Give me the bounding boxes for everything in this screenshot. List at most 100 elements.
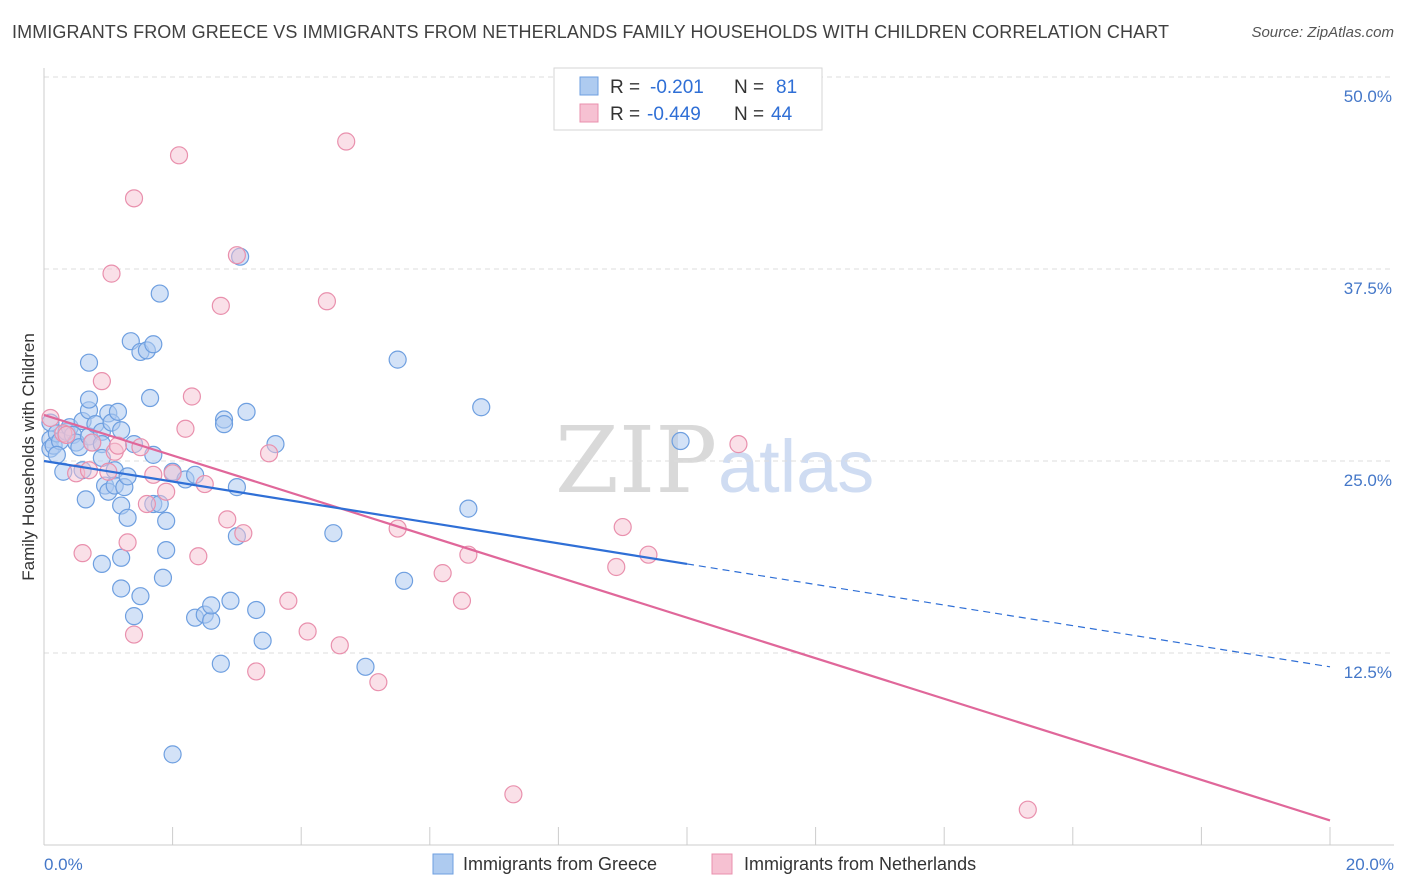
- legend-top-box: [553, 67, 823, 131]
- legend-netherlands-n-value: 44: [771, 104, 793, 125]
- y-tick-label: 37.5%: [1344, 279, 1392, 298]
- netherlands-point: [639, 545, 658, 564]
- series-netherlands-points: [41, 132, 1037, 819]
- legend-bottom-greece-swatch: [432, 853, 454, 875]
- netherlands-point: [330, 636, 349, 655]
- legend-greece-n-label: N =: [734, 77, 764, 98]
- greece-point: [131, 587, 150, 606]
- y-tick-label: 12.5%: [1344, 663, 1392, 682]
- legend-bottom-greece-label: Immigrants from Greece: [463, 854, 657, 874]
- greece-point: [671, 431, 690, 451]
- netherlands-point: [176, 419, 195, 438]
- netherlands-point: [189, 547, 208, 566]
- netherlands-point: [157, 482, 176, 501]
- legend-greece-r-value: -0.201: [650, 77, 704, 98]
- greece-point: [472, 398, 491, 417]
- greece-point: [153, 568, 173, 587]
- netherlands-point: [211, 296, 230, 315]
- netherlands-point: [92, 372, 111, 391]
- netherlands-point: [73, 544, 92, 563]
- x-max-label: 20.0%: [1346, 855, 1394, 874]
- netherlands-point: [195, 474, 214, 494]
- greece-point: [388, 350, 407, 369]
- netherlands-point: [607, 557, 626, 577]
- netherlands-point: [279, 591, 298, 610]
- x-axis-ticks: [172, 827, 1331, 845]
- netherlands-point: [163, 464, 182, 483]
- netherlands-point: [144, 465, 163, 484]
- netherlands-point: [182, 387, 201, 406]
- greece-point: [150, 284, 169, 303]
- watermark-zip: ZIP: [555, 407, 717, 514]
- legend-bottom-netherlands-label: Immigrants from Netherlands: [744, 854, 976, 874]
- greece-point: [247, 600, 266, 620]
- netherlands-point: [102, 264, 121, 283]
- greece-point: [356, 657, 375, 676]
- netherlands-point: [57, 425, 76, 444]
- greece-point: [92, 554, 111, 574]
- legend-netherlands-r-value: -0.449: [647, 104, 701, 125]
- netherlands-point: [452, 591, 472, 610]
- greece-point: [79, 353, 99, 372]
- greece-point: [140, 388, 160, 408]
- greece-trend-extension: [686, 563, 1331, 668]
- netherlands-point: [613, 517, 632, 537]
- netherlands-point: [124, 625, 144, 644]
- greece-point: [124, 607, 144, 626]
- netherlands-point: [137, 494, 156, 514]
- chart-title: IMMIGRANTS FROM GREECE VS IMMIGRANTS FRO…: [12, 22, 1170, 42]
- greece-point: [202, 596, 221, 615]
- greece-point: [253, 631, 272, 650]
- greece-point: [221, 591, 240, 610]
- greece-point: [47, 445, 66, 464]
- greece-point: [237, 402, 256, 421]
- netherlands-point: [259, 444, 279, 463]
- netherlands-point: [218, 510, 237, 529]
- greece-point: [144, 335, 163, 354]
- y-axis-title: Family Households with Children: [19, 333, 38, 581]
- legend-netherlands-r-label: R =: [610, 104, 640, 125]
- greece-point: [324, 524, 343, 543]
- legend-netherlands-swatch: [579, 103, 599, 123]
- legend-greece-swatch: [579, 76, 599, 96]
- greece-point: [163, 745, 182, 764]
- greece-point: [76, 490, 95, 509]
- legend-bottom: Immigrants from Greece Immigrants from N…: [432, 853, 976, 875]
- netherlands-point: [317, 292, 337, 311]
- netherlands-point: [118, 533, 137, 552]
- y-tick-label: 25.0%: [1344, 471, 1392, 490]
- greece-point: [108, 402, 128, 421]
- netherlands-point: [298, 622, 317, 641]
- netherlands-point: [369, 673, 388, 692]
- legend-netherlands-n-label: N =: [734, 104, 764, 125]
- netherlands-point: [169, 146, 189, 165]
- greece-point: [157, 540, 176, 560]
- greece-point: [112, 579, 131, 598]
- y-tick-label: 50.0%: [1344, 87, 1392, 106]
- netherlands-point: [234, 524, 253, 543]
- legend-greece-n-value: 81: [776, 77, 797, 98]
- netherlands-point: [504, 785, 523, 804]
- source-credit: Source: ZipAtlas.com: [1251, 24, 1394, 41]
- greece-point: [118, 508, 137, 527]
- greece-trend-line: [43, 459, 688, 565]
- netherlands-point: [729, 435, 748, 454]
- netherlands-point: [433, 564, 452, 583]
- greece-point: [394, 571, 414, 590]
- grid-lines: [44, 76, 1394, 654]
- y-tick-labels: 50.0% 37.5% 25.0% 12.5%: [1344, 87, 1392, 682]
- x-min-label: 0.0%: [44, 855, 83, 874]
- netherlands-trend-line: [43, 413, 1331, 822]
- legend-bottom-netherlands-swatch: [711, 853, 733, 875]
- greece-point: [214, 415, 234, 434]
- greece-point: [202, 611, 221, 630]
- greece-point: [459, 499, 478, 518]
- trend-lines: [43, 413, 1331, 822]
- greece-point: [79, 390, 99, 409]
- legend-greece-r-label: R =: [610, 77, 640, 98]
- greece-point: [112, 548, 131, 567]
- greece-point: [211, 654, 230, 673]
- greece-point: [157, 511, 176, 531]
- netherlands-point: [1018, 800, 1037, 819]
